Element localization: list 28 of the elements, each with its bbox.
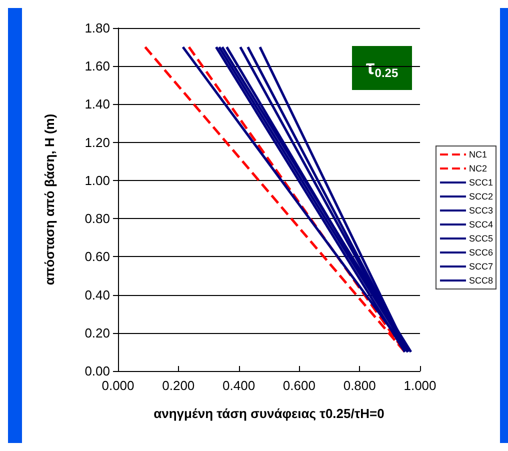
legend-label: SCC7 xyxy=(468,262,494,272)
legend-label: NC1 xyxy=(468,150,488,160)
y-tick-label: 1.20 xyxy=(84,134,110,150)
legend-label: SCC6 xyxy=(468,248,494,258)
y-tick-label: 0.00 xyxy=(84,364,110,378)
legend-label: SCC8 xyxy=(468,276,494,286)
legend-label: SCC4 xyxy=(468,220,494,230)
legend-label: SCC1 xyxy=(468,178,494,188)
y-tick-label: 0.40 xyxy=(84,287,110,302)
x-tick-label: 0.400 xyxy=(222,378,256,393)
y-tick-label: 1.80 xyxy=(84,20,110,36)
x-tick-label: 0.000 xyxy=(102,378,134,393)
x-tick-label: 1.000 xyxy=(404,378,436,393)
y-tick-label: 1.40 xyxy=(84,96,110,112)
legend-label: SCC5 xyxy=(468,234,494,244)
x-tick-label: 0.800 xyxy=(343,378,376,393)
legend-label: SCC3 xyxy=(468,206,494,216)
y-tick-label: 0.60 xyxy=(84,249,110,264)
y-tick-label: 1.60 xyxy=(84,58,110,74)
legend-label: NC2 xyxy=(468,164,488,174)
x-tick-label: 0.600 xyxy=(282,378,316,393)
y-tick-label: 0.20 xyxy=(84,325,110,340)
y-tick-label: 0.80 xyxy=(84,211,110,226)
legend-label: SCC2 xyxy=(468,192,494,202)
y-axis-title: απόσταση από βάση, H (m) xyxy=(42,114,57,286)
y-tick-label: 1.00 xyxy=(84,172,110,188)
x-axis-title: ανηγμένη τάση συνάφειας τ0.25/τH=0 xyxy=(154,406,384,421)
x-tick-label: 0.200 xyxy=(162,378,195,393)
